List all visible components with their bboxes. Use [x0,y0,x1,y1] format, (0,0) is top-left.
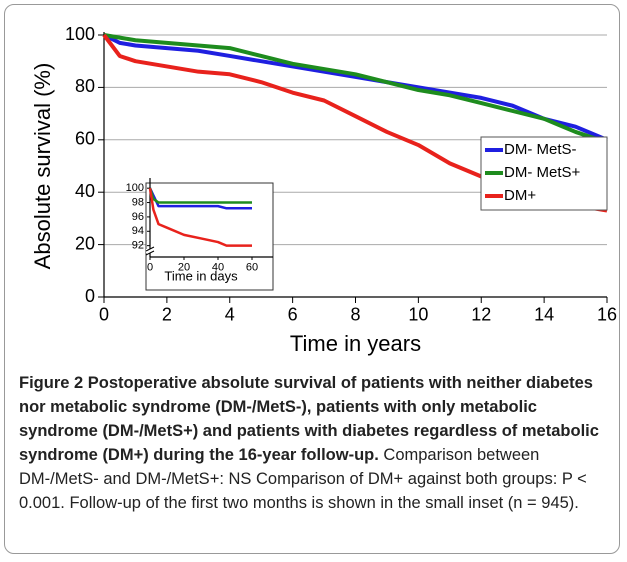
y-tick-label: 92 [132,240,144,252]
y-tick-label: 80 [75,76,95,96]
x-tick-label: 0 [99,304,109,324]
x-tick-label: 40 [212,262,224,274]
x-axis-label: Time in years [290,331,421,356]
legend-label: DM+ [504,187,536,204]
x-axis-label: Time in days [164,268,238,283]
axis-break-gap [146,249,154,253]
y-tick-label: 96 [132,211,144,223]
y-tick-label: 94 [132,225,144,237]
x-tick-label: 10 [408,304,428,324]
y-tick-label: 20 [75,233,95,253]
x-tick-label: 6 [288,304,298,324]
x-tick-label: 8 [350,304,360,324]
x-tick-label: 16 [597,304,617,324]
series-line [148,187,252,204]
x-tick-label: 14 [534,304,554,324]
x-tick-label: 4 [225,304,235,324]
caption: Figure 2 Postoperative absolute survival… [19,371,614,515]
legend-label: DM- MetS+ [504,164,581,181]
caption-text: Comparison between DM-/MetS- and DM-/Met… [19,446,587,512]
figure-frame [4,4,620,554]
x-tick-label: 60 [246,262,258,274]
caption-title: Figure 2 Postoperative absolute survival… [19,374,599,464]
x-tick-label: 0 [147,262,153,274]
y-tick-label: 0 [85,286,95,306]
x-tick-label: 12 [471,304,491,324]
series-line [148,187,252,247]
legend-label: DM- MetS- [504,141,577,158]
y-tick-label: 40 [75,181,95,201]
y-tick-label: 60 [75,129,95,149]
y-tick-label: 98 [132,196,144,208]
x-tick-label: 2 [162,304,172,324]
axis-break [145,250,155,256]
series-line [103,33,608,145]
inset-box [145,182,274,291]
y-tick-label: 100 [126,182,144,194]
series-line [103,33,608,142]
x-tick-label: 20 [178,262,190,274]
y-tick-label: 100 [65,24,95,44]
y-axis-label: Absolute survival (%) [30,63,55,270]
axis-break [145,246,155,252]
chart: 0 20 40 60 80 100 0 2 4 6 8 10 12 14 16 Time in years Ab… [30,24,617,356]
